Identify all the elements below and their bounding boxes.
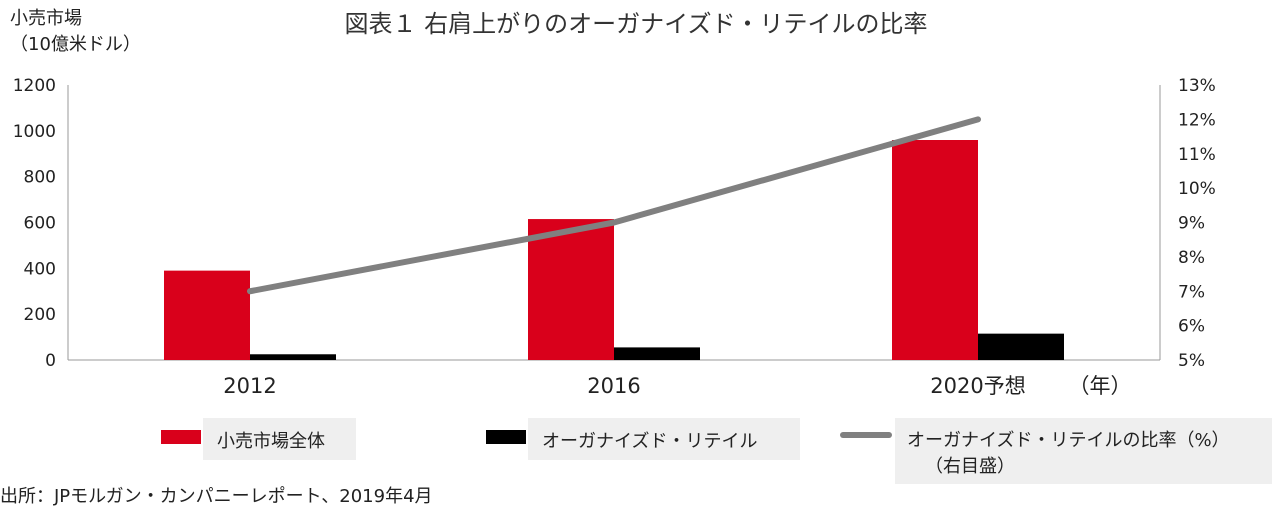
legend-swatch-organized [486, 430, 526, 444]
x-tick-label: 2016 [587, 374, 640, 398]
legend-swatch-total [161, 430, 201, 444]
y-axis-label-line1: 小売市場 [10, 8, 82, 29]
bar-organized [250, 354, 336, 360]
bar-total [164, 270, 250, 360]
y-axis-label-line2: （10億米ドル） [10, 34, 141, 55]
legend-item-organized: オーガナイズド・リテイル [486, 418, 800, 460]
y2-tick-label: 8% [1178, 248, 1205, 268]
legend-item-ratio: オーガナイズド・リテイルの比率（%） （右目盛） [840, 418, 1272, 484]
bar-organized [978, 333, 1064, 360]
bar-line-chart: 0 200 400 600 800 1000 1200 5% 6% 7% 8% 9% 10% 11% 12%… [13, 76, 1216, 398]
bar-total [892, 140, 978, 360]
y-tick-label: 400 [24, 259, 56, 279]
chart-title: 図表１ 右肩上がりのオーガナイズド・リテイルの比率 [344, 10, 928, 38]
legend-label-ratio-line2: （右目盛） [925, 456, 1015, 477]
y-tick-label: 1000 [13, 122, 56, 142]
y2-tick-label: 11% [1178, 145, 1216, 165]
bar-total [528, 219, 614, 360]
y2-tick-label: 6% [1178, 317, 1205, 337]
y-tick-label: 200 [24, 305, 56, 325]
legend-label-organized: オーガナイズド・リテイル [542, 431, 758, 452]
legend-label-ratio-line1: オーガナイズド・リテイルの比率（%） [907, 430, 1230, 451]
y-tick-label: 0 [45, 351, 56, 371]
legend-item-total: 小売市場全体 [161, 418, 356, 460]
x-tick-label: 2020予想 [930, 374, 1025, 398]
y-tick-label: 600 [24, 214, 56, 234]
y2-tick-label: 10% [1178, 179, 1216, 199]
y-tick-label: 1200 [13, 76, 56, 96]
y2-tick-label: 5% [1178, 351, 1205, 371]
x-tick-label: 2012 [223, 374, 276, 398]
y-tick-label: 800 [24, 168, 56, 188]
y2-tick-label: 13% [1178, 76, 1216, 96]
y-axis-label: 小売市場 （10億米ドル） [10, 6, 141, 58]
legend-swatch-ratio [840, 432, 892, 438]
bar-organized [614, 347, 700, 360]
y2-tick-label: 7% [1178, 282, 1205, 302]
y2-tick-label: 9% [1178, 214, 1205, 234]
y2-tick-label: 12% [1178, 110, 1216, 130]
x-axis-unit: （年） [1069, 374, 1132, 398]
source-note: 出所：JPモルガン・カンパニーレポート、2019年4月 [0, 486, 433, 507]
legend-label-total: 小売市場全体 [217, 431, 325, 452]
